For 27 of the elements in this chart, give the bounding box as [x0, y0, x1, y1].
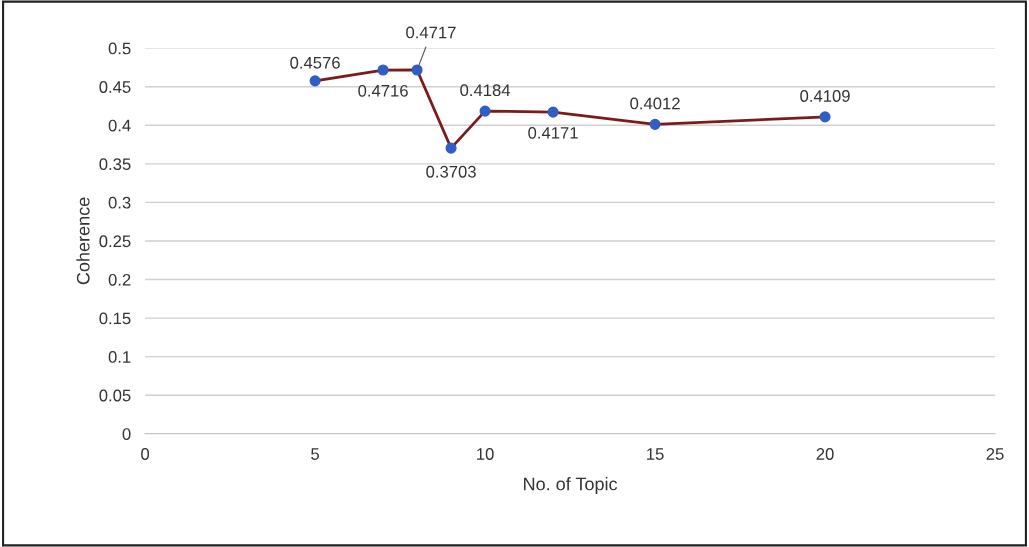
y-tick-label: 0.35 — [99, 158, 131, 171]
y-tick-label: 0.5 — [108, 42, 131, 55]
y-tick-label: 0 — [122, 428, 131, 440]
y-tick-label: 0.45 — [99, 81, 131, 93]
data-label: 0.4184 — [460, 84, 511, 97]
data-label: 0.4716 — [358, 84, 408, 97]
y-tick-label: 0.15 — [99, 312, 131, 325]
y-axis-title: Coherence — [76, 197, 90, 285]
y-tick-label: 0.4 — [108, 119, 131, 132]
y-tick-label: 0.25 — [99, 235, 131, 248]
x-tick-label: 25 — [986, 448, 1004, 460]
x-tick-label: 0 — [141, 448, 150, 460]
x-tick-label: 15 — [647, 448, 664, 460]
data-label: 0.4171 — [528, 126, 578, 139]
x-axis-title: No. of Topic — [524, 477, 618, 494]
x-tick-label: 20 — [816, 448, 834, 460]
y-tick-label: 0.1 — [108, 351, 131, 363]
data-label: 0.4012 — [630, 97, 680, 110]
y-tick-label: 0.05 — [99, 389, 131, 402]
x-tick-label: 5 — [311, 448, 320, 460]
data-label: 0.4576 — [290, 56, 340, 69]
x-tick-label: 10 — [477, 448, 494, 460]
data-label: 0.3703 — [426, 165, 476, 178]
data-label: 0.4717 — [406, 26, 456, 39]
y-tick-label: 0.3 — [108, 196, 131, 209]
y-tick-label: 0.2 — [108, 273, 131, 286]
data-label: 0.4109 — [800, 90, 850, 102]
